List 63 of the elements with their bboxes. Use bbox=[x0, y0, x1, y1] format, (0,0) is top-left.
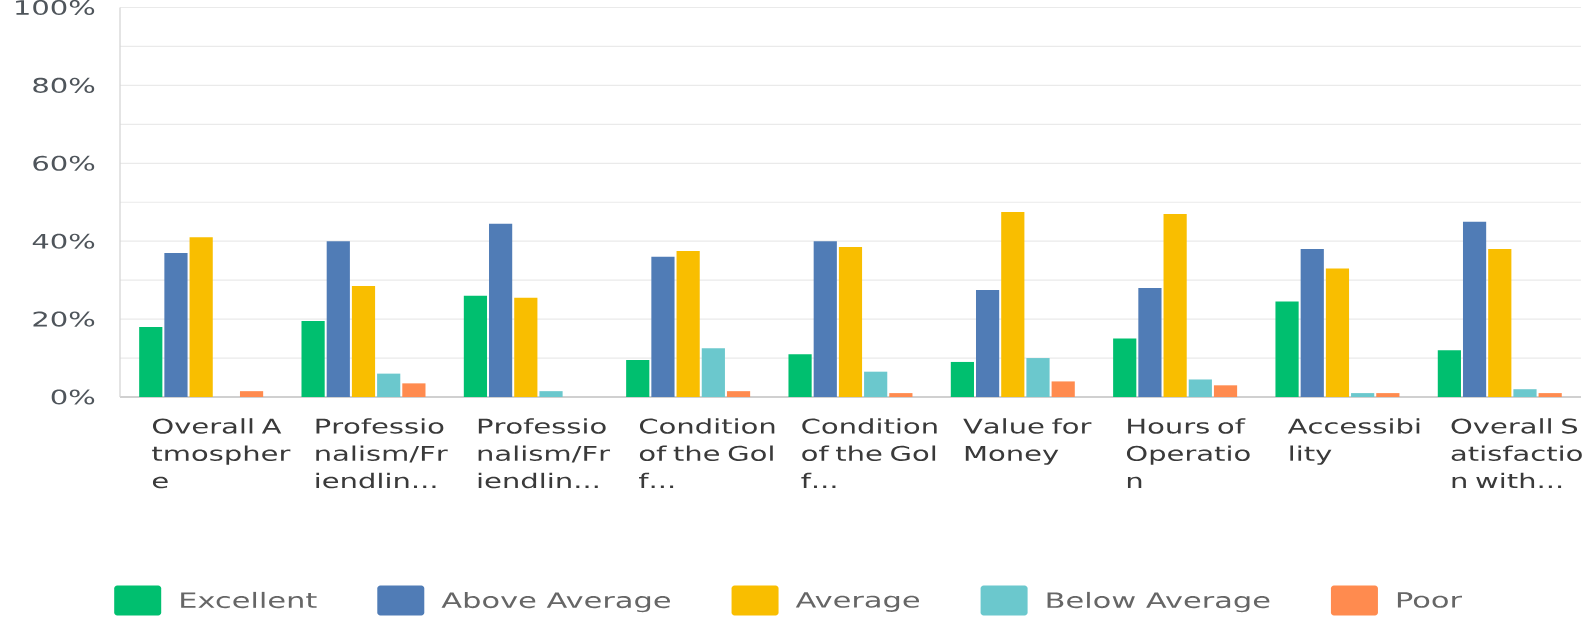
x-tick-label: Hours of Operation bbox=[1126, 418, 1250, 488]
y-tick-label: 0% bbox=[51, 389, 95, 405]
x-tick-label: Value for Money bbox=[963, 418, 1092, 465]
bar bbox=[539, 391, 563, 397]
bar bbox=[1351, 393, 1375, 397]
bar bbox=[889, 393, 913, 397]
x-tick-label: Overall Atmosphere bbox=[152, 418, 291, 489]
bar bbox=[139, 326, 163, 397]
bar bbox=[651, 256, 675, 397]
bar bbox=[838, 247, 863, 397]
bar bbox=[701, 348, 725, 397]
y-tick-label: 100% bbox=[16, 0, 95, 16]
legend-label: Poor bbox=[1397, 592, 1463, 608]
bar bbox=[1513, 389, 1537, 397]
bar bbox=[1376, 393, 1400, 397]
x-tick-label: Condition of the Golf... bbox=[801, 418, 937, 488]
bar bbox=[1538, 393, 1562, 397]
bar bbox=[1051, 381, 1075, 397]
x-tick-label: Condition of the Golf... bbox=[639, 418, 775, 488]
bar bbox=[1275, 301, 1299, 397]
bar bbox=[189, 237, 213, 397]
legend-label: Excellent bbox=[181, 591, 317, 609]
bar bbox=[976, 289, 1000, 397]
bar bbox=[1325, 268, 1350, 397]
x-tick-label: Accessibility bbox=[1287, 418, 1420, 465]
bar bbox=[626, 360, 650, 397]
bar bbox=[402, 383, 426, 397]
bar bbox=[351, 285, 376, 397]
bar bbox=[1163, 213, 1187, 397]
bar bbox=[1488, 248, 1512, 397]
bar bbox=[489, 223, 513, 397]
bar bbox=[164, 252, 188, 397]
bar bbox=[1113, 338, 1137, 397]
x-tick-label: Professionalism/Friendlin... bbox=[316, 418, 448, 489]
bar bbox=[1462, 221, 1487, 397]
bar bbox=[326, 241, 350, 397]
bar bbox=[301, 321, 325, 397]
bar bbox=[788, 354, 812, 397]
bar bbox=[239, 391, 264, 397]
bar bbox=[1001, 211, 1025, 397]
y-tick-label: 20% bbox=[33, 311, 95, 327]
bar bbox=[1437, 350, 1461, 397]
legend-label: Above Average bbox=[441, 591, 670, 613]
y-tick-label: 60% bbox=[33, 155, 95, 171]
bar bbox=[514, 297, 538, 397]
bar bbox=[726, 391, 751, 397]
bar bbox=[1138, 287, 1162, 397]
bar bbox=[1213, 385, 1238, 397]
bar bbox=[1300, 248, 1324, 397]
x-tick-label: Professionalism/Friendlin... bbox=[478, 418, 611, 489]
bar bbox=[1188, 379, 1212, 397]
bar bbox=[377, 373, 401, 397]
legend-label: Average bbox=[795, 592, 919, 612]
y-tick-label: 80% bbox=[33, 77, 95, 93]
legend-label: Below Average bbox=[1047, 591, 1270, 613]
bar bbox=[813, 241, 837, 397]
x-tick-label: Overall Satisfaction with... bbox=[1451, 418, 1582, 488]
bar bbox=[1026, 358, 1050, 397]
bar bbox=[950, 361, 974, 397]
bar bbox=[463, 295, 488, 397]
bar bbox=[864, 371, 888, 397]
bar bbox=[676, 250, 700, 397]
y-tick-label: 40% bbox=[32, 233, 95, 249]
